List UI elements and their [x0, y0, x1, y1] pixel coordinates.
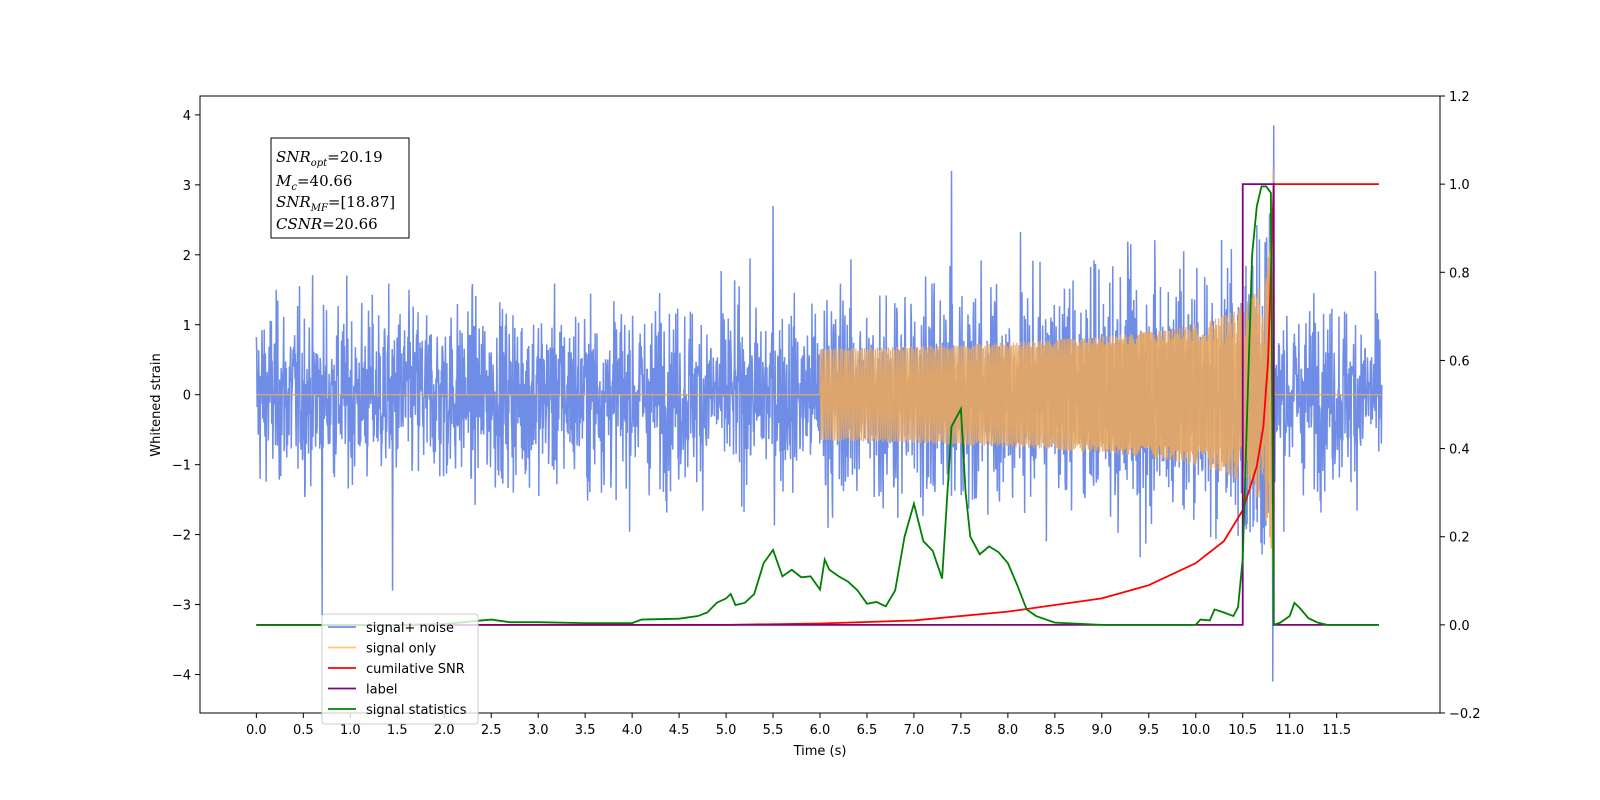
- x-tick-label: 11.5: [1322, 723, 1351, 738]
- y-axis-label: Whitened strain: [149, 353, 164, 456]
- y-right-tick-label: 0.4: [1449, 443, 1470, 458]
- annotation-csnr: CSNR=20.66: [276, 215, 378, 233]
- series-label: [256, 183, 1379, 626]
- x-tick-label: 8.0: [998, 723, 1019, 738]
- x-tick-label: 1.5: [387, 723, 408, 738]
- y-axis-left-ticks: 4 3 2 1 0 −1 −2 −3 −4: [172, 109, 200, 684]
- x-tick-label: 7.0: [904, 723, 925, 738]
- annotation-snr-opt: SNRopt=20.19: [276, 148, 383, 169]
- legend-frame: [321, 613, 479, 725]
- legend-entry: cumilative SNR: [366, 662, 465, 677]
- x-tick-label: 4.5: [669, 723, 690, 738]
- y-left-tick-label: −1: [172, 459, 191, 474]
- y-right-tick-label: 0.6: [1449, 354, 1470, 369]
- signal-only-line: [256, 169, 1382, 570]
- x-tick-label: 6.0: [810, 723, 831, 738]
- signal-statistics-line: [256, 185, 1379, 627]
- x-tick-label: 7.5: [951, 723, 972, 738]
- x-tick-label: 1.0: [340, 723, 361, 738]
- annotation-mc: Mc=40.66: [275, 172, 352, 193]
- y-right-tick-label: 0.0: [1449, 619, 1470, 634]
- x-tick-label: 2.5: [481, 723, 502, 738]
- y-left-tick-label: 2: [183, 249, 191, 264]
- y-left-tick-label: −3: [172, 599, 191, 614]
- annotation-box: SNRopt=20.19 Mc=40.66 SNRMF=[18.87] CSNR…: [270, 137, 410, 239]
- x-tick-label: 10.0: [1181, 723, 1210, 738]
- x-tick-label: 9.5: [1138, 723, 1159, 738]
- x-tick-label: 9.0: [1091, 723, 1112, 738]
- x-axis-ticks: 0.0 0.5 1.0 1.5 2.0 2.5 3.0 3.5 4.0 4.5 5.0 5.5 6.0 6…: [246, 713, 1351, 738]
- label-line: [256, 183, 1379, 626]
- x-tick-label: 6.5: [857, 723, 878, 738]
- x-tick-label: 5.5: [763, 723, 784, 738]
- x-tick-label: 5.0: [716, 723, 737, 738]
- y-axis-right-ticks: 1.2 1.0 0.8 0.6 0.4 0.2 0.0 −0.2: [1440, 90, 1481, 722]
- y-left-tick-label: −4: [172, 669, 191, 684]
- x-tick-label: 3.5: [575, 723, 596, 738]
- y-right-tick-label: 0.2: [1449, 531, 1470, 546]
- series-signal-statistics: [256, 185, 1379, 627]
- x-tick-label: 11.0: [1275, 723, 1304, 738]
- x-tick-label: 0.5: [293, 723, 314, 738]
- annotation-frame: [270, 137, 410, 239]
- legend-entry: signal+ noise: [366, 621, 454, 636]
- legend: signal+ noise signal only cumilative SNR la…: [321, 613, 479, 725]
- y-right-tick-label: 1.2: [1449, 90, 1470, 105]
- legend-entry: signal only: [366, 642, 436, 657]
- y-left-tick-label: 0: [183, 389, 191, 404]
- x-axis-label: Time (s): [793, 744, 847, 759]
- y-right-tick-label: 0.8: [1449, 266, 1470, 281]
- y-left-tick-label: −2: [172, 529, 191, 544]
- legend-entry: signal statistics: [366, 703, 467, 718]
- y-right-tick-label: 1.0: [1449, 178, 1470, 193]
- y-left-tick-label: 4: [183, 109, 191, 124]
- y-right-tick-label: −0.2: [1449, 707, 1481, 722]
- x-tick-label: 3.0: [528, 723, 549, 738]
- y-left-tick-label: 1: [183, 319, 191, 334]
- y-left-tick-label: 3: [183, 179, 191, 194]
- legend-entry: label: [366, 683, 397, 698]
- series-signal-only: [256, 169, 1382, 570]
- annotation-snr-mf: SNRMF=[18.87]: [276, 193, 395, 214]
- x-tick-label: 8.5: [1045, 723, 1066, 738]
- x-tick-label: 2.0: [434, 723, 455, 738]
- x-tick-label: 4.0: [622, 723, 643, 738]
- x-tick-label: 0.0: [246, 723, 267, 738]
- x-tick-label: 10.5: [1228, 723, 1257, 738]
